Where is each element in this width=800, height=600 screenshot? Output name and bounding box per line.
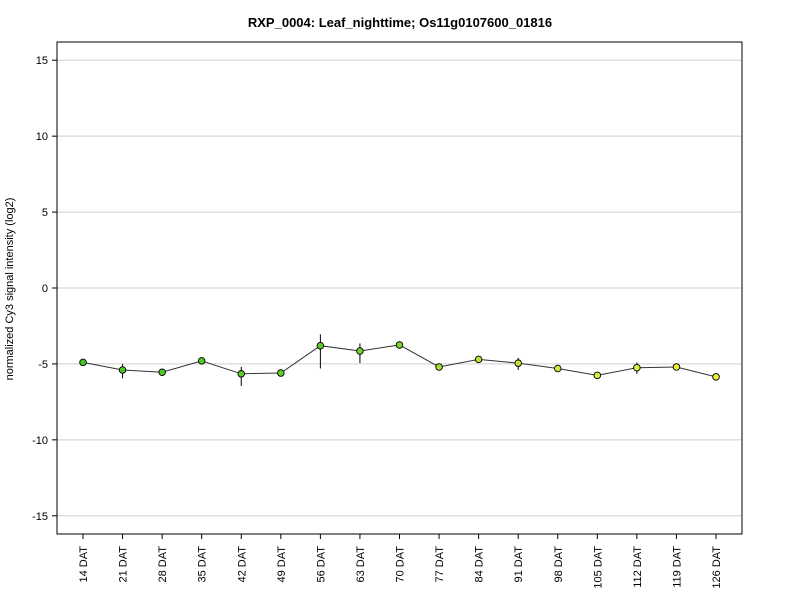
data-point xyxy=(554,364,562,373)
data-point xyxy=(435,363,443,371)
data-point xyxy=(197,357,206,365)
x-tick-label: 21 DAT xyxy=(118,546,130,583)
x-tick-label: 28 DAT xyxy=(157,546,169,583)
x-tick-label: 35 DAT xyxy=(197,546,209,583)
x-tick-label: 56 DAT xyxy=(315,546,327,583)
x-tick-label: 112 DAT xyxy=(632,546,644,588)
y-tick-label: 5 xyxy=(42,207,48,219)
x-tick-label: 98 DAT xyxy=(553,546,565,583)
y-tick-label: -5 xyxy=(38,359,48,371)
x-tick-label: 70 DAT xyxy=(395,546,407,583)
data-point xyxy=(514,359,522,367)
x-tick-label: 14 DAT xyxy=(78,546,90,583)
data-point xyxy=(237,370,245,378)
y-tick-label: 10 xyxy=(36,131,48,143)
data-point xyxy=(593,371,602,380)
data-point xyxy=(672,363,681,371)
y-tick-label: 0 xyxy=(42,283,48,295)
y-axis: -15 -10 -5 0 5 10 15 xyxy=(32,55,57,523)
y-tick-label: -15 xyxy=(32,511,48,523)
data-point xyxy=(79,358,87,367)
series-0 xyxy=(79,334,720,386)
x-tick-label: 119 DAT xyxy=(671,546,683,588)
x-tick-label: 42 DAT xyxy=(236,546,248,583)
gridlines xyxy=(57,59,742,517)
data-point xyxy=(474,355,483,364)
x-tick-label: 63 DAT xyxy=(355,546,367,583)
x-tick-label: 105 DAT xyxy=(592,546,604,589)
x-tick-label: 126 DAT xyxy=(711,546,723,589)
chart-title: RXP_0004: Leaf_nighttime; Os11g0107600_0… xyxy=(248,15,552,30)
data-point xyxy=(395,341,404,349)
data-point xyxy=(633,363,641,372)
data-point xyxy=(712,373,720,381)
data-point xyxy=(118,366,127,374)
y-tick-label: 15 xyxy=(36,55,48,67)
series-line xyxy=(82,344,717,378)
x-tick-label: 77 DAT xyxy=(434,546,446,583)
x-axis: 14 DAT 21 DAT 28 DAT 35 DAT 42 DAT 49 DAT 56 D… xyxy=(78,534,723,589)
data-point xyxy=(356,347,364,355)
data-point xyxy=(277,369,285,377)
y-axis-label: normalized Cy3 signal intensity (log2) xyxy=(4,198,16,381)
x-tick-label: 91 DAT xyxy=(513,546,525,583)
data-point xyxy=(316,341,325,350)
x-tick-label: 84 DAT xyxy=(474,546,486,583)
y-tick-label: -10 xyxy=(32,435,48,447)
data-point xyxy=(158,368,166,377)
x-tick-label: 49 DAT xyxy=(276,546,288,583)
